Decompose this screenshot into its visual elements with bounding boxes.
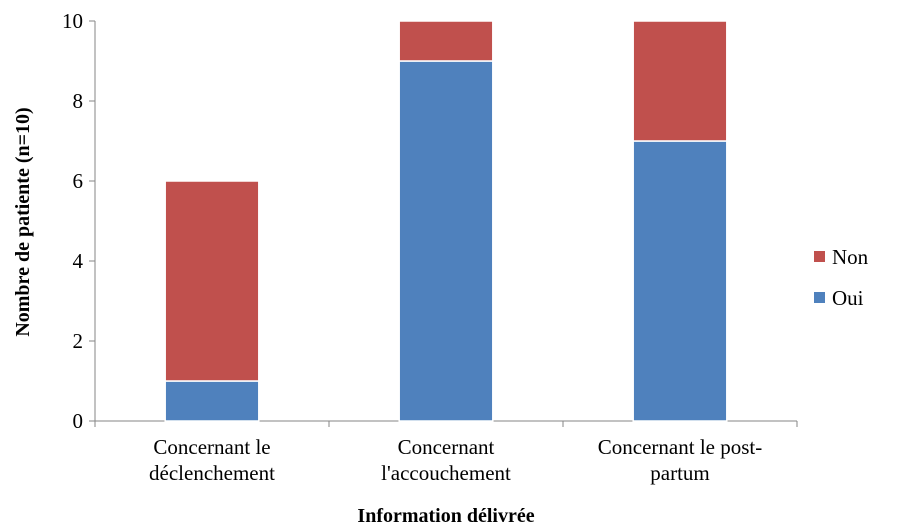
x-axis-title: Information délivrée: [357, 505, 534, 527]
x-tick-label: Concernant l'accouchement: [381, 435, 511, 485]
x-tick-label: Concernant le déclenchement: [149, 435, 275, 485]
bar-oui-2: [632, 140, 728, 422]
bar-oui-1: [398, 60, 494, 422]
legend-label-oui: Oui: [832, 286, 864, 310]
x-tick-label-line: Concernant le: [153, 435, 270, 459]
x-tick-label-line: partum: [650, 461, 709, 485]
legend-label-non: Non: [832, 245, 869, 269]
y-tick-label: 6: [73, 169, 84, 193]
y-tick-label: 10: [62, 9, 83, 33]
legend: Non Oui: [814, 245, 869, 310]
y-tick-label: 4: [73, 249, 84, 273]
legend-swatch-non: [814, 251, 825, 262]
bar-non-0: [164, 180, 260, 382]
x-tick-label: Concernant le post-partum: [598, 435, 762, 485]
legend-swatch-oui: [814, 292, 825, 303]
bar-non-2: [632, 20, 728, 142]
y-tick-label: 8: [73, 89, 84, 113]
y-tick-label: 0: [73, 409, 84, 433]
x-axis: Concernant le déclenchement Concernant l'ac…: [94, 420, 798, 485]
bar-oui-0: [164, 380, 260, 422]
y-tick-label: 2: [73, 329, 84, 353]
x-tick-label-line: Concernant: [398, 435, 495, 459]
bars: [164, 20, 728, 422]
y-axis-title: Nombre de patiente (n=10): [12, 107, 34, 336]
bar-non-1: [398, 20, 494, 62]
x-tick-label-line: déclenchement: [149, 461, 275, 485]
x-tick-label-line: Concernant le post-: [598, 435, 762, 459]
y-axis: 0 2 4 6 8 10: [62, 9, 96, 433]
x-tick-label-line: l'accouchement: [381, 461, 511, 485]
